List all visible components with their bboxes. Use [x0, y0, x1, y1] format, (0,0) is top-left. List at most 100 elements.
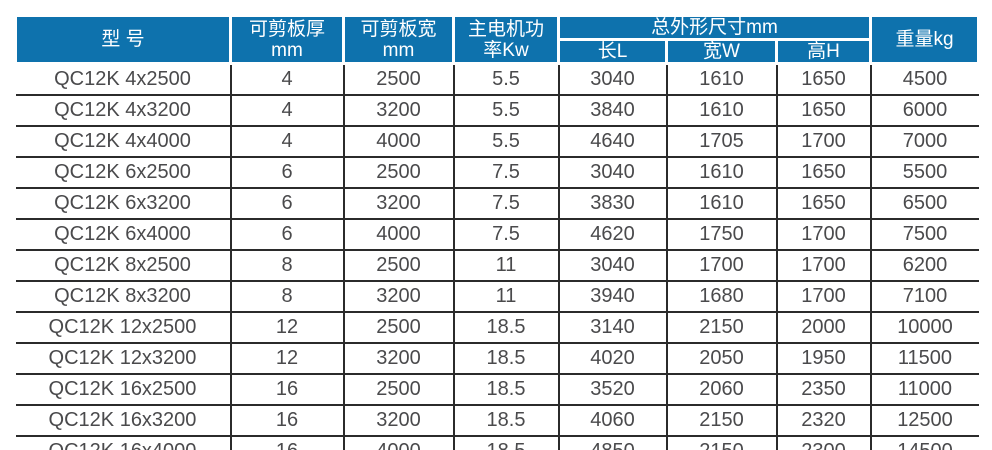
table-header: 型 号 可剪板厚 mm 可剪板宽 mm 主电机功 率Kw 总外形尺寸mm 重量k… [14, 14, 980, 65]
value-cell: 12 [229, 343, 345, 375]
table-row: QC12K 12x2500 12 2500 18.5 3140 2150 2000 10000 [15, 312, 979, 344]
value-cell: 4000 [342, 436, 455, 450]
value-cell: 1610 [665, 63, 778, 96]
value-cell: 5.5 [452, 95, 560, 127]
value-cell: 4640 [557, 126, 668, 158]
value-cell: 2050 [665, 343, 778, 375]
value-cell: 1705 [665, 126, 778, 158]
header-model: 型 号 [14, 14, 232, 65]
value-cell: 2500 [342, 374, 455, 406]
table-body: QC12K 4x2500 4 2500 5.5 3040 1610 1650 4500 QC12… [15, 63, 979, 450]
value-cell: 3200 [342, 188, 455, 220]
value-cell: 5500 [869, 157, 979, 189]
value-cell: 3830 [557, 188, 668, 220]
value-cell: 18.5 [452, 374, 560, 406]
value-cell: 4020 [557, 343, 668, 375]
model-cell: QC12K 8x3200 [15, 281, 232, 313]
model-cell: QC12K 16x2500 [15, 374, 232, 406]
value-cell: 8 [229, 250, 345, 282]
model-cell: QC12K 6x4000 [15, 219, 232, 251]
value-cell: 1680 [665, 281, 778, 313]
value-cell: 4850 [557, 436, 668, 450]
value-cell: 2000 [775, 312, 872, 344]
table-row: QC12K 4x2500 4 2500 5.5 3040 1610 1650 4500 [15, 63, 979, 96]
value-cell: 3200 [342, 281, 455, 313]
value-cell: 6 [229, 157, 345, 189]
value-cell: 4060 [557, 405, 668, 437]
value-cell: 14500 [869, 436, 979, 450]
value-cell: 3200 [342, 343, 455, 375]
value-cell: 12500 [869, 405, 979, 437]
value-cell: 1610 [665, 157, 778, 189]
value-cell: 11 [452, 250, 560, 282]
table-row: QC12K 6x4000 6 4000 7.5 4620 1750 1700 7500 [15, 219, 979, 251]
value-cell: 3140 [557, 312, 668, 344]
value-cell: 18.5 [452, 436, 560, 450]
value-cell: 4000 [342, 219, 455, 251]
value-cell: 3520 [557, 374, 668, 406]
value-cell: 6500 [869, 188, 979, 220]
value-cell: 1650 [775, 95, 872, 127]
model-cell: QC12K 8x2500 [15, 250, 232, 282]
value-cell: 18.5 [452, 312, 560, 344]
value-cell: 1700 [665, 250, 778, 282]
value-cell: 6 [229, 188, 345, 220]
value-cell: 7100 [869, 281, 979, 313]
value-cell: 3940 [557, 281, 668, 313]
value-cell: 4620 [557, 219, 668, 251]
value-cell: 10000 [869, 312, 979, 344]
value-cell: 4000 [342, 126, 455, 158]
value-cell: 1700 [775, 281, 872, 313]
table-row: QC12K 8x3200 8 3200 11 3940 1680 1700 7100 [15, 281, 979, 313]
value-cell: 2500 [342, 312, 455, 344]
value-cell: 1700 [775, 219, 872, 251]
value-cell: 2500 [342, 250, 455, 282]
model-cell: QC12K 4x3200 [15, 95, 232, 127]
table-row: QC12K 8x2500 8 2500 11 3040 1700 1700 6200 [15, 250, 979, 282]
model-cell: QC12K 4x4000 [15, 126, 232, 158]
model-cell: QC12K 12x3200 [15, 343, 232, 375]
value-cell: 1650 [775, 157, 872, 189]
header-motor-power: 主电机功 率Kw [452, 14, 560, 65]
value-cell: 2500 [342, 157, 455, 189]
value-cell: 16 [229, 405, 345, 437]
value-cell: 2320 [775, 405, 872, 437]
value-cell: 1950 [775, 343, 872, 375]
table-row: QC12K 12x3200 12 3200 18.5 4020 2050 1950 11500 [15, 343, 979, 375]
table-row: QC12K 6x2500 6 2500 7.5 3040 1610 1650 5500 [15, 157, 979, 189]
value-cell: 5.5 [452, 126, 560, 158]
header-width-w: 宽W [665, 38, 778, 65]
table-row: QC12K 4x4000 4 4000 5.5 4640 1705 1700 7000 [15, 126, 979, 158]
header-row-sub: 长L 宽W 高H [16, 38, 979, 65]
table-row: QC12K 6x3200 6 3200 7.5 3830 1610 1650 6500 [15, 188, 979, 220]
model-cell: QC12K 16x3200 [15, 405, 232, 437]
value-cell: 5.5 [452, 63, 560, 96]
value-cell: 2060 [665, 374, 778, 406]
value-cell: 6 [229, 219, 345, 251]
value-cell: 7.5 [452, 157, 560, 189]
header-row-top: 型 号 可剪板厚 mm 可剪板宽 mm 主电机功 率Kw 总外形尺寸mm 重量k… [14, 14, 980, 65]
value-cell: 18.5 [452, 405, 560, 437]
value-cell: 3200 [342, 95, 455, 127]
value-cell: 6000 [869, 95, 979, 127]
value-cell: 1750 [665, 219, 778, 251]
value-cell: 4500 [869, 63, 979, 96]
table-row: QC12K 16x2500 16 2500 18.5 3520 2060 2350 11000 [15, 374, 979, 406]
value-cell: 12 [229, 312, 345, 344]
table-row: QC12K 16x3200 16 3200 18.5 4060 2150 2320 12500 [15, 405, 979, 437]
header-weight: 重量kg [869, 14, 980, 65]
value-cell: 7000 [869, 126, 979, 158]
value-cell: 16 [229, 374, 345, 406]
value-cell: 4 [229, 126, 345, 158]
value-cell: 3840 [557, 95, 668, 127]
value-cell: 11500 [869, 343, 979, 375]
header-sheet-width: 可剪板宽 mm [342, 14, 455, 65]
table-row: QC12K 16x400016400018.548502150230014500 [15, 436, 979, 450]
value-cell: 3040 [557, 250, 668, 282]
model-cell: QC12K 16x4000 [15, 436, 232, 450]
model-cell: QC12K 4x2500 [15, 63, 232, 96]
value-cell: 11 [452, 281, 560, 313]
value-cell: 1650 [775, 188, 872, 220]
value-cell: 1700 [775, 126, 872, 158]
